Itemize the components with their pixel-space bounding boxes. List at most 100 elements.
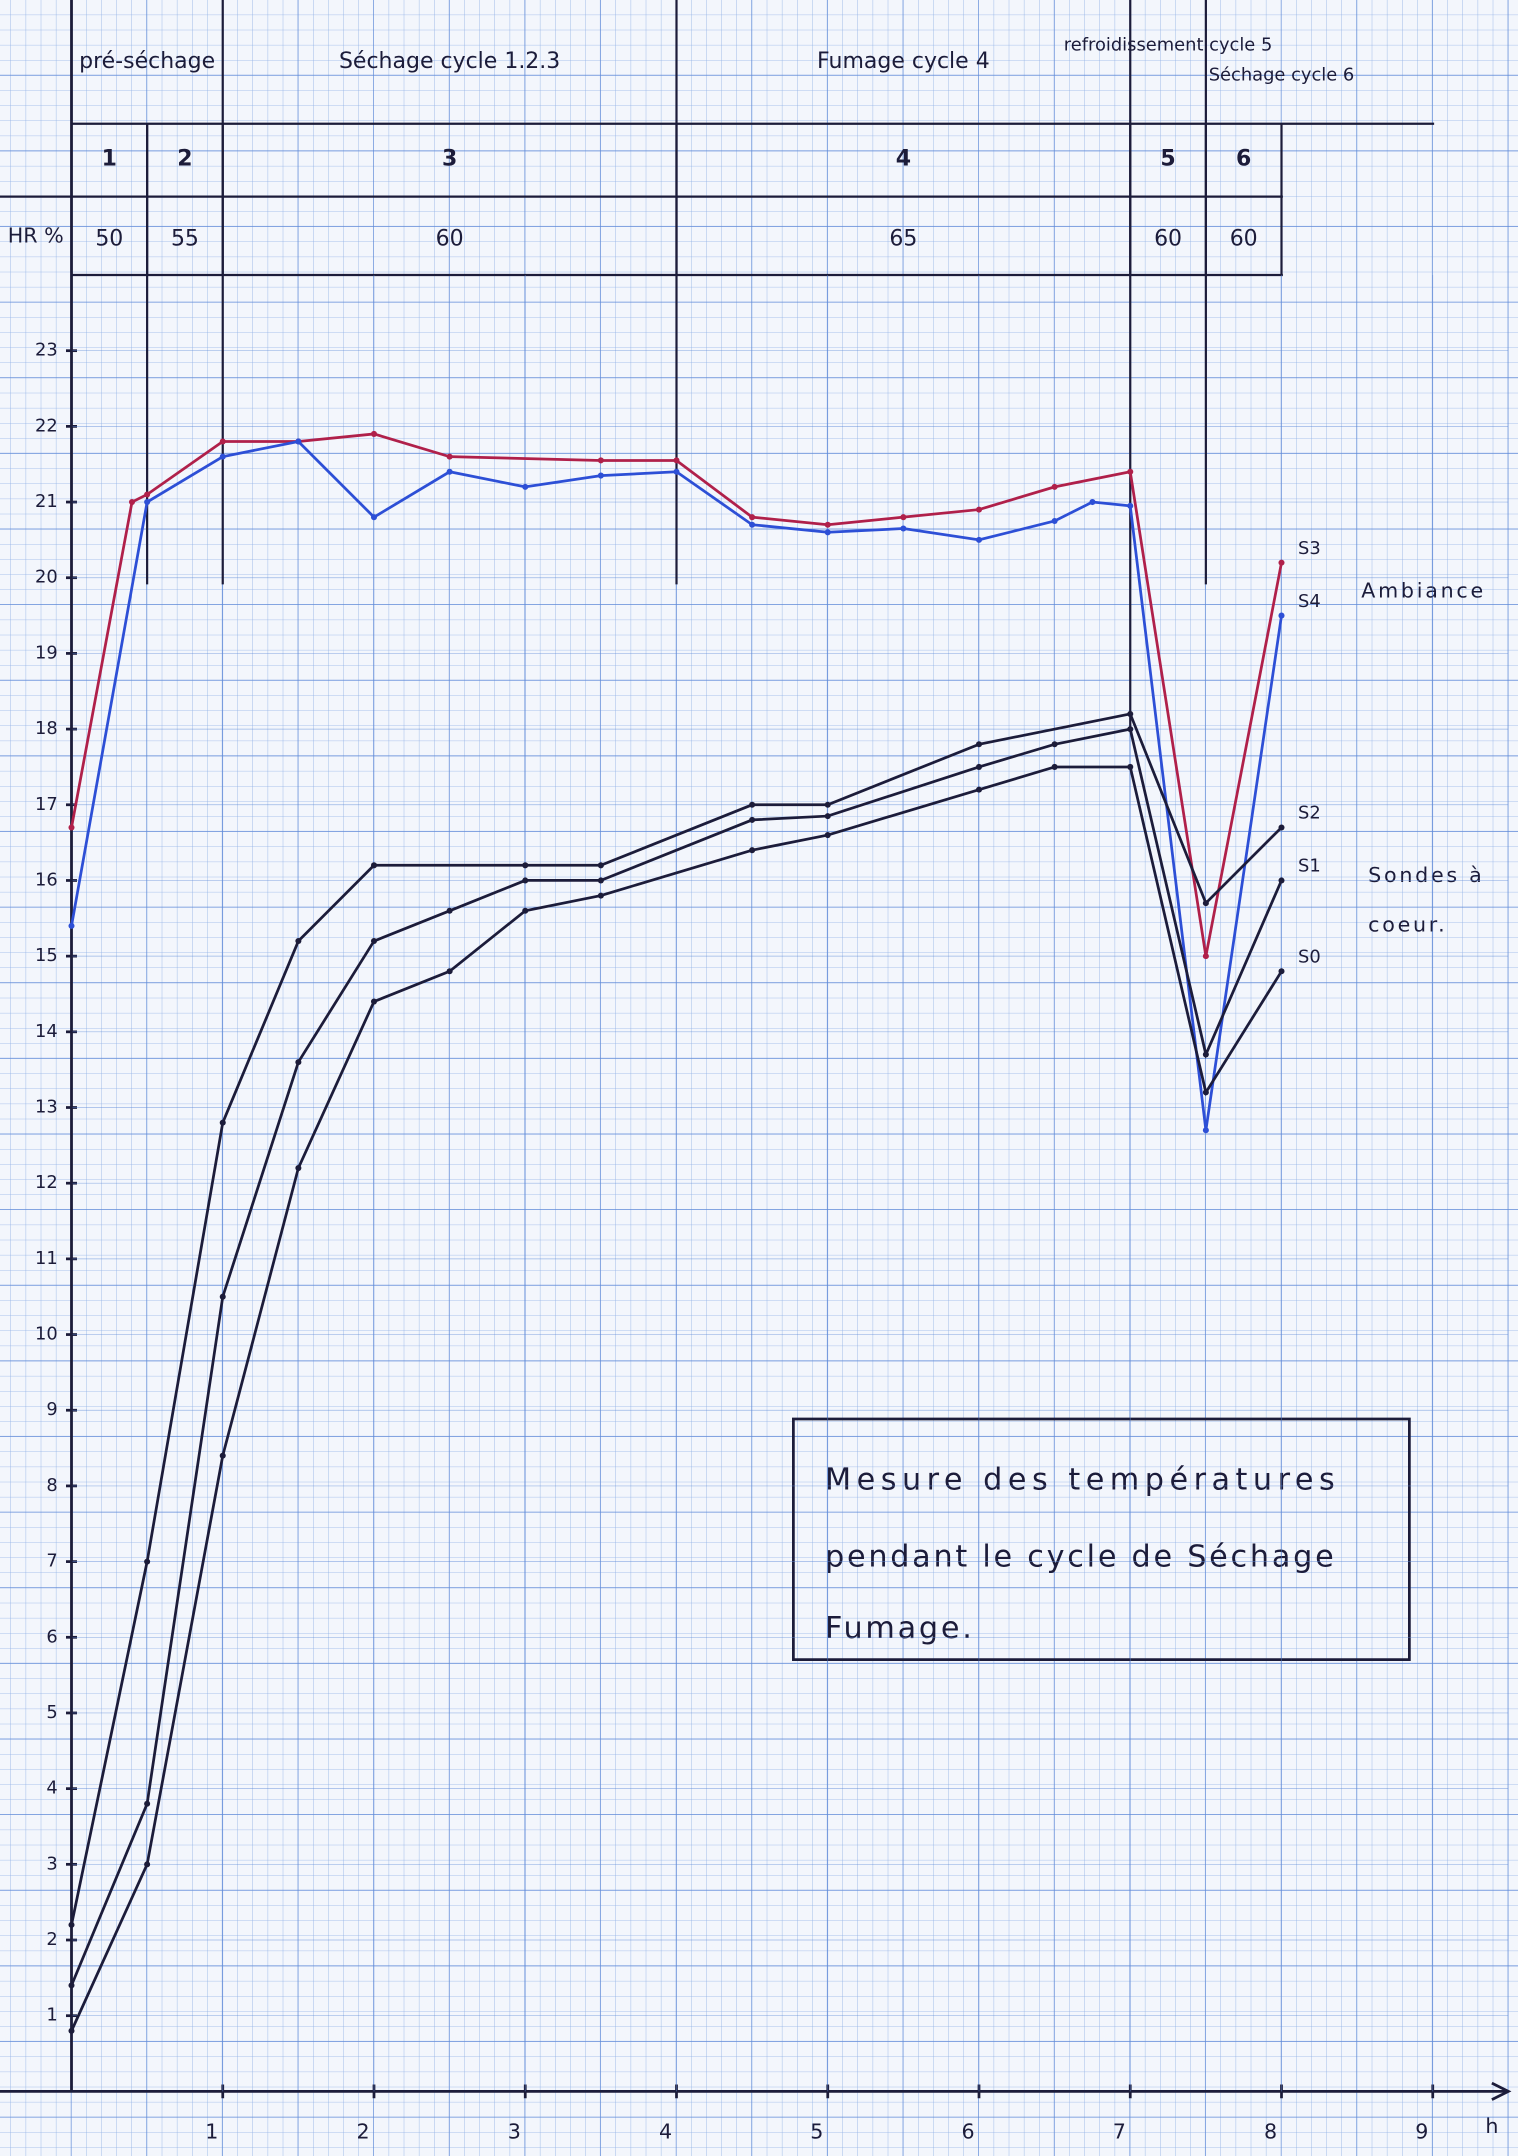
data-point [825,832,831,838]
data-point [1203,1089,1209,1095]
data-point [1052,764,1058,770]
phase-hr: 65 [889,226,917,251]
paper-grid [0,0,1518,2156]
data-point [522,862,528,868]
data-point [220,1120,226,1126]
stage-label: Séchage cycle 1.2.3 [339,49,560,74]
x-tick-label: 4 [659,2120,672,2144]
data-point [295,938,301,944]
data-point [371,431,377,437]
y-tick-label: 6 [46,1626,57,1647]
data-point [825,522,831,528]
data-point [295,438,301,444]
data-point [1127,469,1133,475]
y-tick-label: 20 [35,567,58,588]
data-point [1203,953,1209,959]
y-tick-label: 17 [35,794,58,815]
y-tick-label: 19 [35,642,58,663]
data-point [371,999,377,1005]
data-point [976,764,982,770]
data-point [1127,711,1133,717]
y-tick-label: 3 [46,1853,57,1874]
data-point [68,923,74,929]
data-point [144,1801,150,1807]
y-tick-label: 14 [35,1021,58,1042]
y-tick-label: 8 [46,1475,57,1496]
data-point [447,968,453,974]
phase-number: 3 [442,147,457,172]
phase-number: 5 [1160,147,1175,172]
data-point [1278,877,1284,883]
data-point [144,1559,150,1565]
data-point [749,522,755,528]
data-point [749,802,755,808]
x-tick-label: 5 [810,2120,823,2144]
data-point [68,1922,74,1928]
series-label: S0 [1298,947,1321,968]
phase-number: 6 [1236,147,1251,172]
data-point [1127,764,1133,770]
chart: HR % Mesure des températures pendant le … [0,0,1518,2156]
phase-hr: 60 [1230,226,1258,251]
data-point [1089,499,1095,505]
phase-hr: 60 [436,226,464,251]
y-tick-label: 2 [46,1929,57,1950]
stage-label: Séchage cycle 6 [1209,65,1355,86]
data-point [295,1059,301,1065]
data-point [68,1982,74,1988]
x-tick-label: 3 [508,2120,521,2144]
y-tick-label: 12 [35,1172,58,1193]
annotation: coeur. [1368,912,1447,936]
data-point [1052,741,1058,747]
x-tick-label: 7 [1113,2120,1126,2144]
data-point [976,537,982,543]
data-point [598,473,604,479]
data-point [522,484,528,490]
data-point [68,2028,74,2034]
y-tick-label: 21 [35,491,58,512]
data-point [144,491,150,497]
data-point [1278,824,1284,830]
data-point [447,454,453,460]
note-line: pendant le cycle de Séchage [825,1539,1336,1574]
data-point [1127,503,1133,509]
data-point [144,499,150,505]
y-tick-label: 1 [46,2005,57,2026]
stage-label: pré-séchage [79,49,215,74]
y-tick-label: 10 [35,1324,58,1345]
x-axis-label: h [1485,2114,1498,2138]
y-tick-label: 11 [35,1248,58,1269]
data-point [976,787,982,793]
y-tick-label: 15 [35,945,58,966]
stage-label: Fumage cycle 4 [817,49,990,74]
data-point [673,457,679,463]
data-point [1278,560,1284,566]
data-point [129,499,135,505]
series-label: S4 [1298,591,1321,612]
data-point [220,438,226,444]
data-point [522,877,528,883]
data-point [900,526,906,532]
data-point [1052,518,1058,524]
y-tick-label: 22 [35,415,58,436]
data-point [1203,1052,1209,1058]
data-point [673,469,679,475]
data-point [749,817,755,823]
data-point [1278,968,1284,974]
data-point [447,469,453,475]
data-point [371,862,377,868]
data-point [220,1453,226,1459]
data-point [1278,613,1284,619]
data-point [1052,484,1058,490]
x-tick-label: 1 [205,2120,218,2144]
x-tick-label: 8 [1264,2120,1277,2144]
data-point [749,847,755,853]
y-tick-label: 4 [46,1778,57,1799]
series-label: S2 [1298,803,1321,824]
data-point [144,1861,150,1867]
data-point [976,741,982,747]
data-point [220,1294,226,1300]
phase-number: 4 [896,147,911,172]
data-point [295,1165,301,1171]
y-tick-label: 18 [35,718,58,739]
